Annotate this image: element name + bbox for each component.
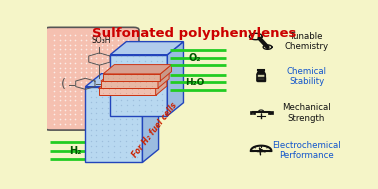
Text: H₂O: H₂O <box>186 78 205 87</box>
Polygon shape <box>156 79 167 95</box>
Polygon shape <box>110 42 183 55</box>
Polygon shape <box>167 42 183 116</box>
Text: O₂: O₂ <box>189 53 201 63</box>
Polygon shape <box>257 74 265 81</box>
Text: n: n <box>127 84 132 93</box>
Polygon shape <box>85 87 143 162</box>
Circle shape <box>260 150 263 151</box>
Polygon shape <box>103 74 160 81</box>
Polygon shape <box>257 77 265 81</box>
Text: SO₃H: SO₃H <box>92 36 111 45</box>
Polygon shape <box>160 65 172 81</box>
Text: H₂: H₂ <box>69 146 81 156</box>
Polygon shape <box>110 55 167 116</box>
Polygon shape <box>85 74 159 87</box>
Text: For H₂ fuel cells: For H₂ fuel cells <box>131 101 179 160</box>
Polygon shape <box>99 88 156 95</box>
Polygon shape <box>101 72 169 81</box>
Text: Electrochemical
Performance: Electrochemical Performance <box>272 141 341 160</box>
Bar <box>253 111 255 114</box>
FancyBboxPatch shape <box>45 27 139 130</box>
Polygon shape <box>101 81 158 88</box>
Text: Sulfonated polyphenylenes: Sulfonated polyphenylenes <box>91 27 296 40</box>
Polygon shape <box>99 79 167 88</box>
Bar <box>104 77 106 79</box>
Polygon shape <box>103 65 172 74</box>
Polygon shape <box>143 74 159 162</box>
Polygon shape <box>158 72 169 88</box>
Bar <box>257 151 265 153</box>
Text: ): ) <box>126 78 131 91</box>
Bar <box>250 111 253 114</box>
Polygon shape <box>257 71 265 74</box>
Text: Tunable
Chemistry: Tunable Chemistry <box>285 32 328 51</box>
Text: Chemical
Stability: Chemical Stability <box>287 67 327 86</box>
Text: (: ( <box>61 78 66 91</box>
Bar <box>271 111 273 114</box>
Text: Mechanical
Strength: Mechanical Strength <box>282 103 331 123</box>
Bar <box>268 111 270 114</box>
